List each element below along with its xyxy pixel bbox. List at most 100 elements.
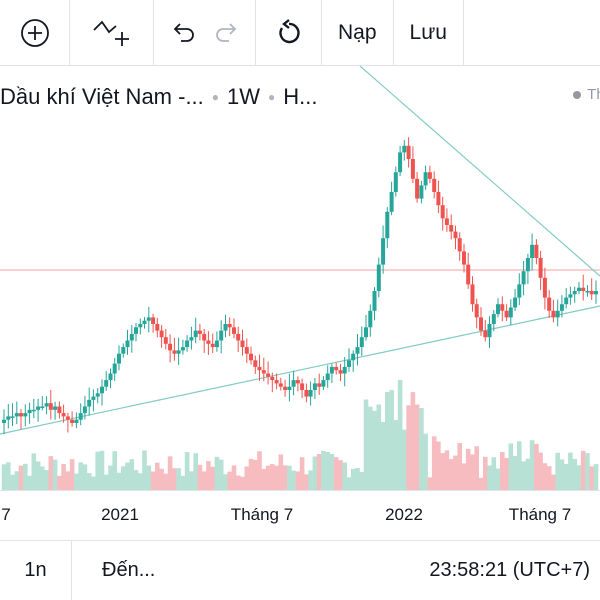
- volume-bar: [495, 468, 501, 490]
- candle-body: [121, 347, 126, 354]
- volume-bar: [572, 459, 577, 490]
- candle-body: [538, 258, 543, 278]
- volume-bar: [214, 456, 220, 490]
- candle-body: [214, 340, 219, 348]
- candle-body: [496, 304, 500, 315]
- clock-timezone[interactable]: 23:58:21 (UTC+7): [429, 559, 600, 582]
- volume-bar: [534, 443, 539, 490]
- candle-body: [155, 324, 160, 331]
- candle-body: [227, 324, 232, 328]
- volume-bar: [274, 465, 279, 490]
- candle-body: [432, 178, 437, 192]
- resistance-trendline: [359, 66, 600, 277]
- candle-body: [206, 340, 211, 344]
- candle-body: [568, 294, 573, 298]
- volume-bar: [69, 459, 75, 490]
- reload-button[interactable]: [256, 0, 322, 65]
- candle-body: [427, 172, 432, 179]
- volume-bar: [563, 464, 569, 490]
- candle-body: [389, 192, 394, 212]
- symbol-name[interactable]: Dầu khí Việt Nam -...: [0, 84, 204, 109]
- volume-bar: [491, 457, 497, 490]
- interval-label[interactable]: 1W: [227, 84, 261, 109]
- volume-bar: [312, 456, 318, 490]
- volume-bar: [512, 456, 518, 490]
- volume-bar: [1, 464, 7, 490]
- volume-bar: [133, 470, 139, 490]
- candle-body: [487, 324, 492, 338]
- volume-bar: [240, 476, 245, 490]
- volume-bar: [18, 465, 24, 490]
- redo-icon[interactable]: [213, 21, 239, 45]
- volume-bar: [189, 471, 194, 490]
- candle-body: [125, 340, 130, 348]
- bottom-bar: 1n Đến... 23:58:21 (UTC+7): [0, 540, 600, 600]
- volume-bar: [78, 462, 83, 490]
- indicators-button[interactable]: [70, 0, 154, 65]
- volume-bar: [431, 436, 437, 490]
- candle-body: [193, 330, 198, 338]
- volume-bar: [342, 462, 347, 490]
- candle-body: [291, 380, 296, 387]
- volume-bar: [65, 471, 71, 490]
- volume-bar: [74, 473, 79, 490]
- volume-bar: [397, 379, 403, 490]
- candle-body: [197, 330, 202, 334]
- volume-bar: [333, 457, 339, 490]
- volume-bar: [10, 474, 15, 490]
- candle-body: [585, 291, 590, 293]
- candle-body: [466, 264, 471, 285]
- volume-bar: [146, 465, 152, 490]
- candle-body: [406, 145, 411, 159]
- undo-icon[interactable]: [171, 21, 197, 45]
- volume-bar: [568, 452, 573, 490]
- candle-body: [342, 366, 347, 374]
- load-button[interactable]: Nạp: [322, 0, 394, 65]
- volume-bar: [103, 474, 109, 490]
- candle-body: [232, 327, 236, 334]
- volume-bar: [517, 441, 522, 490]
- candle-body: [202, 333, 207, 341]
- volume-bar: [129, 459, 135, 490]
- candle-body: [23, 413, 28, 417]
- add-button[interactable]: [0, 0, 70, 65]
- candle-body: [393, 172, 398, 192]
- volume-bar: [257, 451, 262, 490]
- candle-body: [304, 390, 309, 397]
- volume-bar: [116, 472, 122, 490]
- goto-button[interactable]: Đến...: [72, 559, 155, 582]
- volume-bar: [308, 470, 313, 490]
- volume-bar: [478, 477, 484, 490]
- separator-dot: ●: [211, 90, 220, 104]
- candle-body: [176, 350, 181, 354]
- save-button[interactable]: Lưu: [394, 0, 464, 65]
- price-chart[interactable]: [0, 66, 600, 490]
- candle-body: [283, 386, 288, 390]
- candle-body: [338, 370, 343, 374]
- candle-body: [2, 419, 6, 423]
- candle-body: [249, 353, 253, 361]
- candle-body: [402, 145, 407, 153]
- candle-body: [321, 380, 326, 387]
- candlestick-chart[interactable]: [0, 66, 600, 490]
- volume-bar: [244, 466, 250, 490]
- volume-bar: [99, 450, 105, 490]
- candle-body: [129, 333, 134, 341]
- range-button[interactable]: 1n: [0, 541, 72, 600]
- candle-body: [180, 347, 185, 351]
- volume-bar: [410, 392, 416, 490]
- clock-label: 23:58:21 (UTC+7): [429, 559, 590, 581]
- time-axis[interactable]: 7 2021 Tháng 7 2022 Tháng 7: [0, 490, 600, 540]
- candle-body: [53, 406, 58, 410]
- candle-body: [142, 320, 147, 324]
- candle-body: [513, 297, 518, 308]
- volume-bar: [444, 450, 450, 490]
- candle-body: [551, 310, 556, 318]
- candle-body: [559, 304, 564, 311]
- candle-body: [462, 251, 466, 265]
- candle-body: [185, 340, 190, 348]
- volume-bar: [176, 468, 181, 490]
- volume-bar: [440, 453, 445, 490]
- volume-bar: [27, 475, 32, 490]
- volume-bar: [500, 452, 505, 490]
